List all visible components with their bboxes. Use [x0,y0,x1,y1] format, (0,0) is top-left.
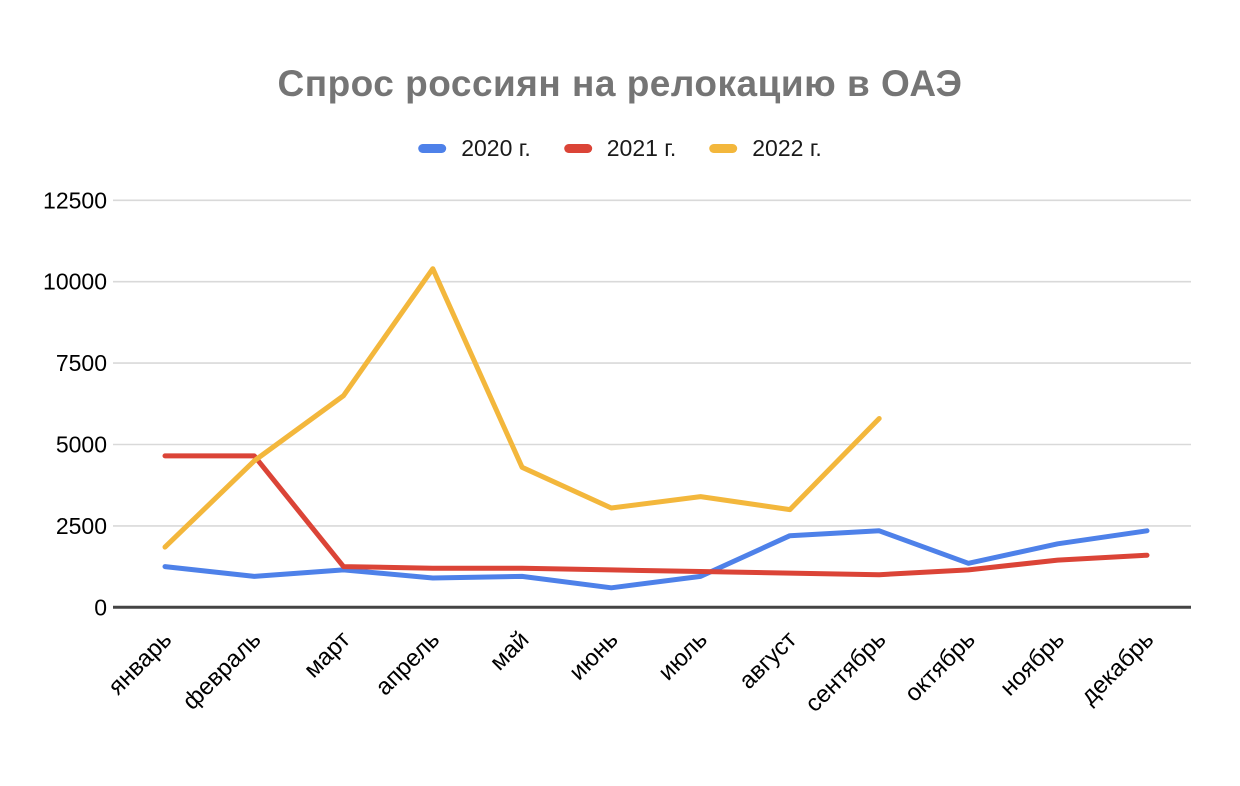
legend-item-2022: 2022 г. [709,135,822,162]
y-axis-tick-label: 5000 [56,432,107,458]
legend-label-2021: 2021 г. [606,134,677,161]
x-axis-tick-label: октябрь [900,626,981,707]
x-axis-tick-label: август [734,626,802,694]
x-axis-tick-label: апрель [370,626,445,701]
chart-title: Спрос россиян на релокацию в ОАЭ [277,63,963,104]
x-axis-tick-label: июнь [564,626,624,686]
legend-label-2022: 2022 г. [752,134,822,161]
x-axis-tick-label: декабрь [1076,626,1160,710]
x-axis-tick-label: март [299,626,356,683]
legend-label-2020: 2020 г. [461,134,531,161]
y-axis-tick-label: 2500 [56,513,107,539]
y-axis-tick-label: 12500 [43,187,107,213]
x-axis-tick-label: сентябрь [800,626,891,717]
x-axis-tick-label: февраль [177,626,266,715]
chart-legend: 2020 г. 2021 г. 2022 г. [418,134,822,162]
y-axis-tick-label: 7500 [56,350,107,376]
x-axis-tick-label: ноябрь [995,626,1070,701]
series-line-2020 [162,528,1150,591]
x-axis-tick-label: июль [653,626,713,686]
series-line-2021 [162,453,1150,578]
legend-item-2021: 2021 г. [563,134,677,162]
legend-swatch-2022 [709,143,738,153]
legend-item-2020: 2020 г. [418,135,531,162]
x-axis-tick-label: январь [103,626,177,700]
y-axis-tick-label: 10000 [43,269,107,295]
x-axis-tick-label: май [485,626,535,676]
y-axis-tick-label: 0 [94,594,107,620]
legend-swatch-2020 [418,143,447,153]
series-line-2022 [162,266,882,550]
legend-swatch-2021 [563,143,592,153]
